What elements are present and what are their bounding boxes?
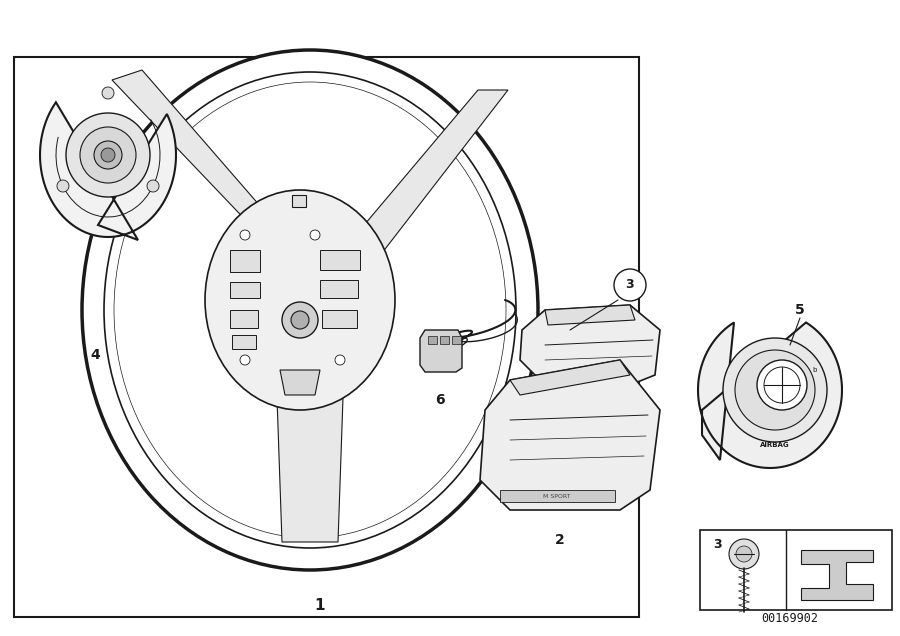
- Ellipse shape: [205, 190, 395, 410]
- Polygon shape: [545, 305, 635, 325]
- Bar: [292, 195, 306, 207]
- Circle shape: [66, 113, 150, 197]
- Bar: [232, 335, 256, 349]
- Polygon shape: [698, 322, 842, 468]
- Text: AIRBAG: AIRBAG: [760, 442, 790, 448]
- Bar: [320, 250, 360, 270]
- Bar: [428, 336, 437, 344]
- Circle shape: [614, 269, 646, 301]
- Bar: [14, 57, 639, 617]
- Bar: [440, 336, 449, 344]
- Polygon shape: [112, 70, 320, 275]
- Circle shape: [101, 148, 115, 162]
- Polygon shape: [40, 102, 176, 240]
- Text: 1: 1: [315, 597, 325, 612]
- Polygon shape: [520, 305, 660, 385]
- Text: 00169902: 00169902: [761, 611, 818, 625]
- Bar: [452, 336, 461, 344]
- Bar: [230, 310, 258, 328]
- Text: 4: 4: [90, 348, 100, 362]
- Bar: [322, 310, 357, 328]
- Circle shape: [757, 360, 807, 410]
- Ellipse shape: [104, 72, 516, 548]
- Text: b: b: [813, 367, 817, 373]
- Polygon shape: [480, 360, 660, 510]
- Text: 5: 5: [795, 303, 805, 317]
- Polygon shape: [280, 370, 320, 395]
- Bar: [500, 490, 615, 502]
- Circle shape: [723, 338, 827, 442]
- Text: M SPORT: M SPORT: [544, 495, 571, 499]
- Circle shape: [310, 230, 320, 240]
- Circle shape: [147, 180, 159, 192]
- Bar: [320, 280, 358, 298]
- Bar: [230, 250, 260, 272]
- Circle shape: [240, 355, 250, 365]
- Circle shape: [335, 355, 345, 365]
- Circle shape: [102, 87, 114, 99]
- Bar: [700, 530, 892, 610]
- Circle shape: [764, 367, 800, 403]
- Polygon shape: [801, 550, 873, 600]
- Circle shape: [735, 350, 815, 430]
- Circle shape: [729, 539, 759, 569]
- Circle shape: [282, 302, 318, 338]
- Text: 3: 3: [714, 537, 723, 551]
- Text: 6: 6: [436, 393, 445, 407]
- Polygon shape: [322, 90, 508, 275]
- Circle shape: [240, 230, 250, 240]
- Text: 2: 2: [555, 533, 565, 547]
- Circle shape: [94, 141, 122, 169]
- Ellipse shape: [104, 72, 516, 548]
- Ellipse shape: [82, 50, 538, 570]
- Circle shape: [291, 311, 309, 329]
- Circle shape: [80, 127, 136, 183]
- Ellipse shape: [114, 82, 506, 538]
- Text: 3: 3: [626, 279, 634, 291]
- Bar: [230, 282, 260, 298]
- Polygon shape: [510, 360, 630, 395]
- Circle shape: [736, 546, 752, 562]
- Polygon shape: [420, 330, 462, 372]
- Circle shape: [57, 180, 69, 192]
- Polygon shape: [275, 340, 345, 542]
